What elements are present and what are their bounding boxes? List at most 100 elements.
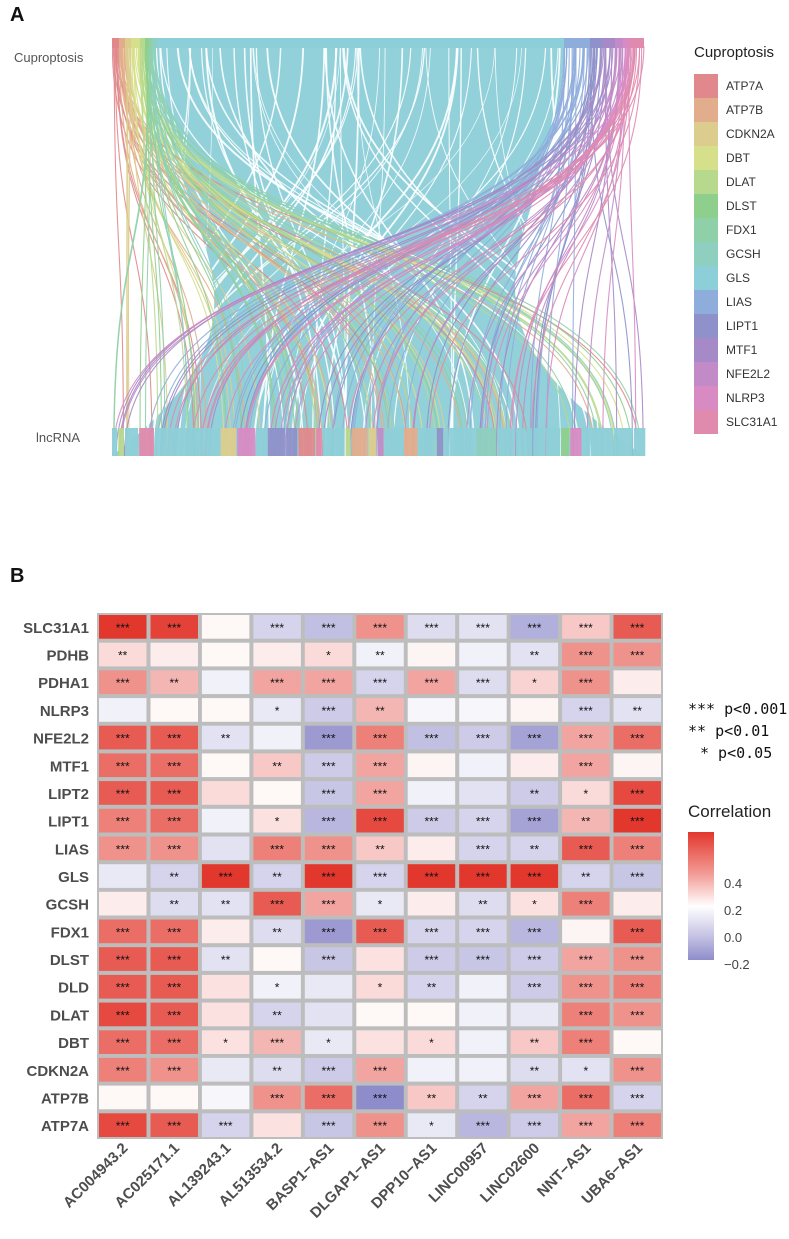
bottom-node [267, 428, 286, 456]
top-node-atp7b [119, 38, 125, 48]
top-node-gls [157, 38, 564, 48]
flow-dlst [139, 45, 148, 456]
heatmap-cell [613, 891, 661, 916]
heatmap-cell [510, 1057, 559, 1082]
heatmap-cell [459, 1030, 507, 1054]
significance-mark: *** [630, 649, 644, 663]
flow-dlat [141, 45, 159, 456]
flow-atp7a [114, 45, 153, 456]
heatmap-cell [356, 698, 404, 722]
heatmap-cell [407, 947, 456, 971]
bottom-node [286, 428, 298, 456]
significance-mark: *** [630, 621, 644, 635]
heatmap-cell [253, 1030, 301, 1054]
significance-mark: * [275, 704, 280, 718]
heatmap-cell [613, 1030, 661, 1054]
significance-mark: ** [170, 898, 180, 912]
significance-mark: *** [424, 732, 438, 746]
legend-label: FDX1 [726, 223, 757, 237]
significance-mark: *** [321, 815, 335, 829]
bottom-node [214, 428, 220, 456]
bottom-node [633, 428, 646, 456]
bottom-node [444, 428, 449, 456]
flow-atp7a [112, 45, 309, 456]
significance-mark: *** [116, 1064, 130, 1078]
heatmap-cell [356, 1113, 404, 1137]
significance-mark: ** [530, 842, 540, 856]
heatmap-cell [201, 947, 250, 971]
heatmap-cell [510, 1030, 559, 1054]
bottom-node [613, 428, 633, 456]
heatmap-cell [613, 1057, 661, 1082]
flow-gap [425, 38, 576, 456]
significance-mark: *** [270, 676, 284, 690]
flow-gap [342, 38, 628, 456]
significance-mark: *** [167, 981, 181, 995]
significance-mark: * [326, 1036, 331, 1050]
flow-slc31a1 [172, 45, 645, 456]
heatmap-cell [356, 781, 404, 805]
heatmap-cell [356, 1085, 404, 1110]
significance-mark: *** [116, 925, 130, 939]
significance-mark: *** [321, 925, 335, 939]
legend-swatch [694, 314, 718, 338]
legend-label: NFE2L2 [726, 367, 771, 381]
heatmap-cell [407, 891, 456, 916]
bottom-node [298, 428, 316, 456]
significance-mark: ** [530, 1036, 540, 1050]
heatmap-cell [150, 670, 198, 695]
flow-nlrp3 [112, 45, 631, 456]
flow-lipt1 [159, 45, 596, 456]
flow-slc31a1 [371, 45, 635, 456]
heatmap-cell [150, 1085, 198, 1110]
significance-mark: *** [424, 621, 438, 635]
colorbar-tick: 0.0 [724, 930, 743, 945]
bottom-node [351, 428, 368, 456]
bottom-node [436, 428, 444, 456]
heatmap-cell [356, 725, 404, 750]
significance-mark: *** [270, 1092, 284, 1106]
flow-slc31a1 [345, 45, 638, 456]
bottom-node [570, 428, 582, 456]
significance-mark: *** [630, 981, 644, 995]
heatmap-cell [407, 781, 456, 805]
heatmap-cell [99, 1113, 147, 1137]
heatmap-cell [150, 891, 198, 916]
sankey-top-axis-label: Cuproptosis [14, 50, 84, 65]
heatmap-cell [562, 1113, 610, 1137]
heatmap-cell [459, 1113, 507, 1137]
heatmap-cell [99, 781, 147, 805]
heatmap-cell [459, 836, 507, 861]
flow-nlrp3 [268, 45, 628, 456]
bottom-node [561, 428, 570, 456]
heatmap-cell [304, 781, 353, 805]
significance-mark: *** [321, 704, 335, 718]
significance-mark: *** [579, 953, 593, 967]
heatmap-cell [150, 1030, 198, 1054]
heatmap-cell [613, 698, 661, 722]
heatmap-cell [304, 836, 353, 861]
significance-mark: *** [527, 870, 541, 884]
heatmap-cell [407, 670, 456, 695]
heatmap-cell [510, 1113, 559, 1137]
colorbar-tick: 0.4 [724, 876, 743, 891]
significance-mark: *** [630, 870, 644, 884]
flow-gap [494, 38, 562, 456]
significance-mark: *** [116, 842, 130, 856]
heatmap-cell [253, 919, 301, 944]
significance-mark: *** [476, 1119, 490, 1133]
significance-mark: *** [527, 815, 541, 829]
heatmap-cell [304, 670, 353, 695]
flow-mtf1 [118, 45, 605, 456]
top-node-gcsh [152, 38, 157, 48]
heatmap-cell [613, 947, 661, 971]
heatmap-cell [201, 891, 250, 916]
heatmap-cell [613, 808, 661, 833]
legend-swatch [694, 338, 718, 362]
heatmap-cell [253, 808, 301, 833]
heatmap-cell [150, 1002, 198, 1027]
heatmap-cell [201, 919, 250, 944]
significance-mark: ** [427, 981, 437, 995]
bottom-node [124, 428, 139, 456]
significance-mark: ** [581, 815, 591, 829]
